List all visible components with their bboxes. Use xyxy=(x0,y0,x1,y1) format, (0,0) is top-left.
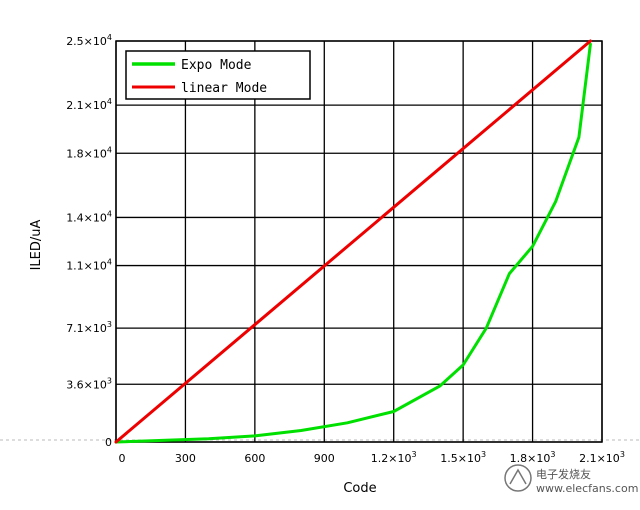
x-tick-label: 600 xyxy=(244,452,265,465)
legend: Expo Mode linear Mode xyxy=(125,50,311,100)
y-tick-label: 7.1×103 xyxy=(66,320,112,335)
watermark: 电子发烧友 www.elecfans.com xyxy=(504,464,638,495)
plot-frame xyxy=(115,40,603,443)
y-axis-label: ILED/uA xyxy=(29,219,44,270)
x-tick-label: 1.8×103 xyxy=(510,450,556,465)
watermark-logo xyxy=(504,464,532,492)
x-axis-label: Code xyxy=(343,481,376,496)
series-line-linear-mode xyxy=(114,39,592,444)
y-tick-labels: 0 3.6×103 7.1×103 1.1×104 1.4×104 1.8×104 2.1×… xyxy=(66,33,112,449)
x-tick-label: 0 xyxy=(119,452,126,465)
watermark-site-url: www.elecfans.com xyxy=(536,482,638,495)
y-tick-label: 2.5×104 xyxy=(66,33,112,48)
x-tick-label: 1.2×103 xyxy=(371,450,417,465)
legend-label-expo: Expo Mode xyxy=(181,58,252,73)
x-tick-label: 900 xyxy=(314,452,335,465)
y-tick-label: 0 xyxy=(105,436,112,449)
watermark-logo-mark xyxy=(509,468,527,485)
legend-label-linear: linear Mode xyxy=(181,81,267,96)
watermark-site-cn: 电子发烧友 xyxy=(536,467,591,481)
x-tick-label: 300 xyxy=(175,452,196,465)
y-tick-label: 3.6×103 xyxy=(66,376,112,391)
x-tick-label: 1.5×103 xyxy=(440,450,486,465)
legend-box xyxy=(125,50,311,100)
y-tick-label: 1.4×104 xyxy=(66,209,112,224)
y-tick-label: 2.1×104 xyxy=(66,97,112,112)
y-tick-label: 1.8×104 xyxy=(66,145,112,160)
series-line-expo-mode xyxy=(114,42,592,444)
y-tick-label: 1.1×104 xyxy=(66,258,112,273)
x-tick-labels: 0 300 600 900 1.2×103 1.5×103 1.8×103 2.1×103 xyxy=(119,450,625,465)
x-tick-label: 2.1×103 xyxy=(579,450,625,465)
series-lines xyxy=(114,39,592,444)
grid xyxy=(115,40,603,443)
